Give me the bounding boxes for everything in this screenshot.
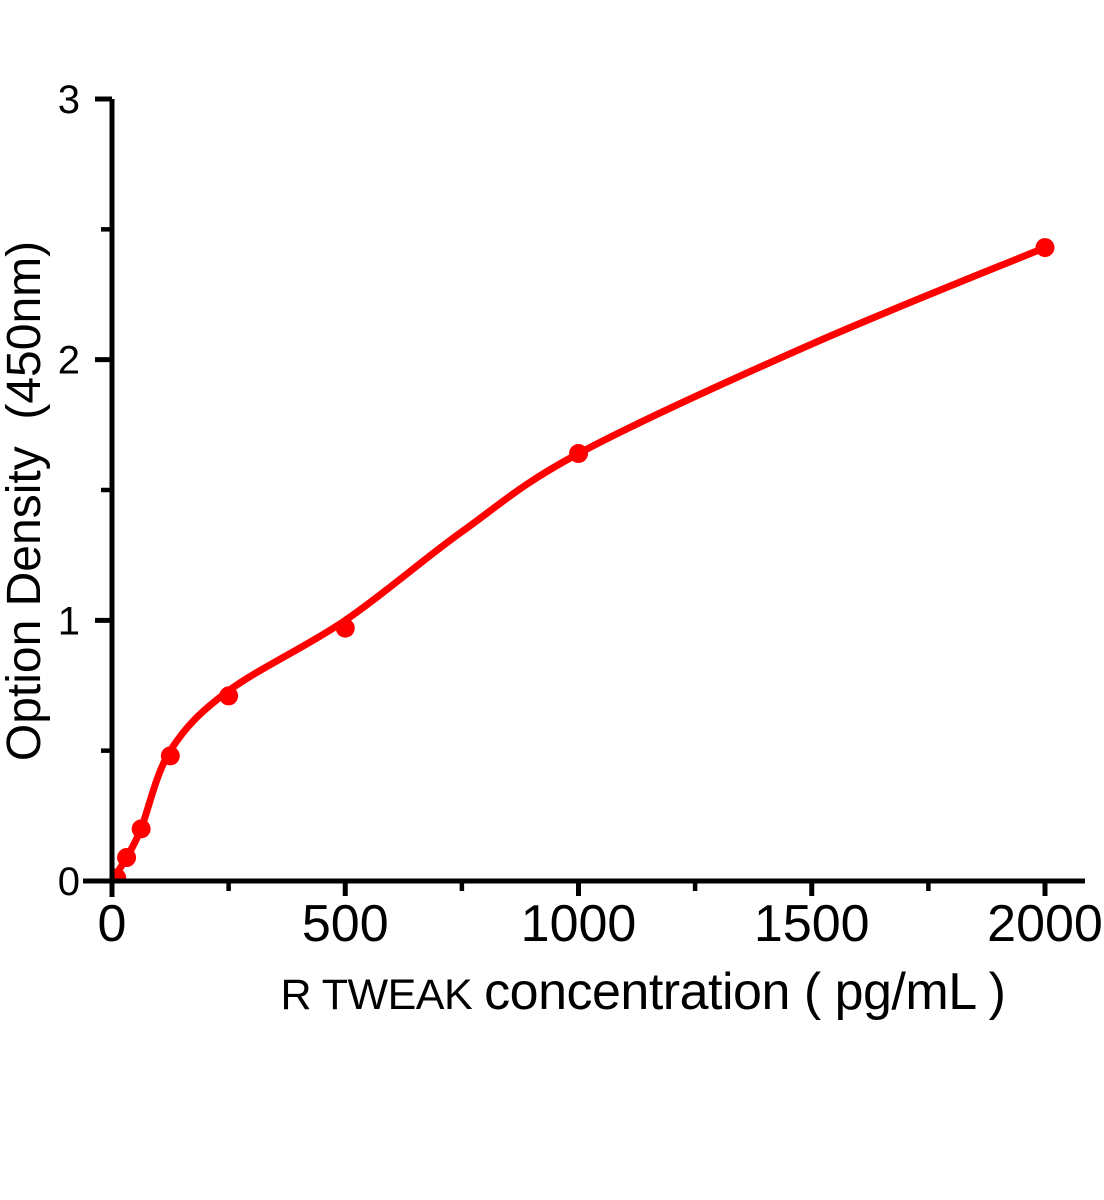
x-axis-title: R TWEAK concentration ( pg/mL ): [281, 966, 1006, 1018]
x-tick-label-1000: 1000: [521, 895, 637, 953]
y-axis-title: Option Density (450nm): [0, 241, 51, 761]
x-tick-label-500: 500: [302, 895, 389, 953]
data-point-x62.5: [131, 819, 151, 839]
y-tick-label-3: 3: [58, 78, 80, 122]
y-tick-label-1: 1: [58, 599, 80, 643]
data-point-x2000: [1035, 238, 1055, 258]
fit-curve: [111, 244, 1049, 879]
data-point-x250: [219, 686, 239, 706]
y-tick-label-0: 0: [58, 860, 80, 904]
x-axis-title-main: concentration ( pg/mL ): [484, 963, 1006, 1021]
x-tick-label-2000: 2000: [987, 895, 1103, 953]
axes-group: [83, 96, 1085, 897]
data-point-x31.25: [117, 848, 137, 868]
data-point-x125: [160, 746, 180, 766]
fit-curve-group: [111, 244, 1049, 879]
data-point-x10: [111, 868, 127, 879]
data-point-x500: [335, 618, 355, 638]
y-tick-label-2: 2: [58, 339, 80, 383]
data-point-x1000: [569, 444, 588, 464]
x-axis-title-prefix: R TWEAK: [280, 971, 473, 1019]
data-points-group: [111, 238, 1055, 879]
x-tick-label-0: 0: [98, 895, 127, 953]
tick-labels-group: 0 500 1000 1500 2000 0 1 2 3: [58, 78, 1103, 953]
x-tick-label-1500: 1500: [754, 895, 870, 953]
